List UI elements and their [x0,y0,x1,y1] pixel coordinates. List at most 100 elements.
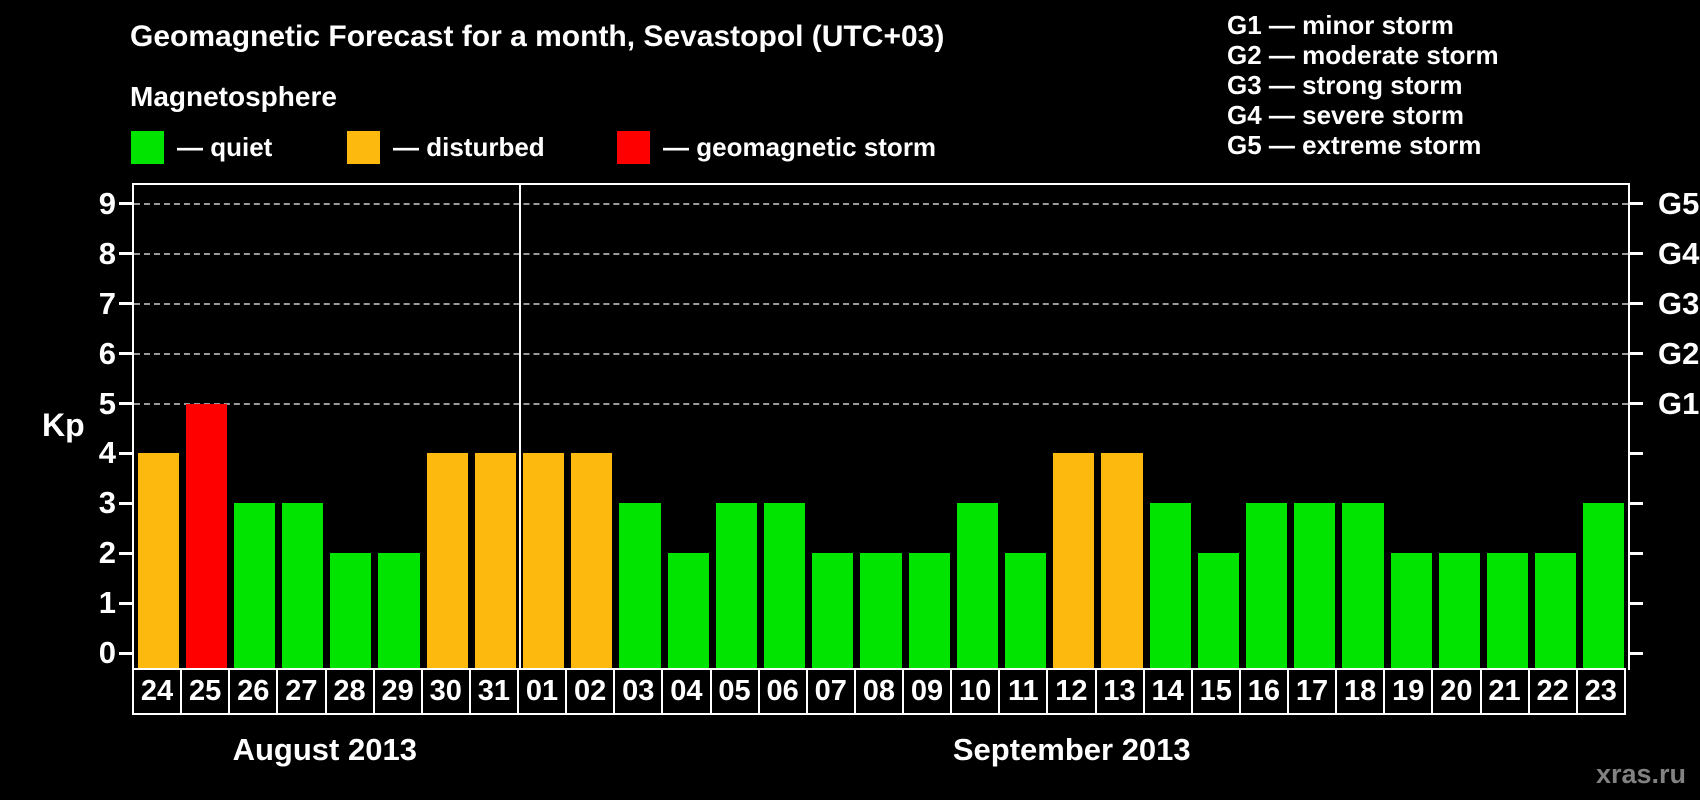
watermark: xras.ru [1595,759,1686,789]
y-axis-tick-label-9: 9 [98,185,116,221]
bar-day-04 [667,553,709,670]
right-axis-tick-9 [1630,202,1643,206]
bar-day-03 [619,503,661,670]
legend-item-storm: — geomagnetic storm [617,131,936,164]
day-label-15: 15 [1190,668,1241,715]
y-axis-tick-label-1: 1 [98,585,116,621]
day-label-09: 09 [902,668,953,715]
right-axis-tick-4 [1630,451,1643,455]
bar-day-27 [282,503,324,670]
gridline-kp-6 [134,352,1628,355]
bar-day-12 [1053,453,1095,670]
right-axis-tick-8 [1630,252,1643,256]
month-label-august: August 2013 [232,732,417,767]
storm-scale-item-g1: G1 — minor storm [1227,10,1454,40]
y-axis-tick-label-6: 6 [98,335,116,371]
day-label-05: 05 [709,668,760,715]
left-axis-tick-4 [119,451,132,455]
chart-title: Geomagnetic Forecast for a month, Sevast… [130,20,945,53]
right-axis-tick-3 [1630,501,1643,505]
left-axis-tick-7 [119,302,132,306]
bar-day-02 [571,453,613,670]
storm-scale-item-g3: G3 — strong storm [1227,70,1463,100]
left-axis-tick-6 [119,352,132,356]
bar-day-13 [1101,453,1143,670]
storm-scale-item-g2: G2 — moderate storm [1227,40,1499,70]
day-label-29: 29 [372,668,423,715]
day-label-11: 11 [998,668,1049,715]
bar-day-18 [1342,503,1384,670]
bar-day-07 [812,553,854,670]
bar-day-22 [1535,553,1577,670]
bar-day-09 [908,553,950,670]
gridline-kp-8 [134,252,1628,255]
day-label-13: 13 [1094,668,1145,715]
bar-day-25 [185,403,227,670]
day-label-08: 08 [853,668,904,715]
day-label-16: 16 [1238,668,1289,715]
left-axis-tick-0 [119,651,132,655]
day-label-06: 06 [757,668,808,715]
bar-day-29 [378,553,420,670]
day-label-19: 19 [1383,668,1434,715]
y-axis-title: Kp [42,407,85,443]
day-label-26: 26 [228,668,279,715]
bar-day-23 [1583,503,1625,670]
y-axis-tick-label-8: 8 [98,235,116,271]
storm-scale-item-g5: G5 — extreme storm [1227,130,1482,160]
day-label-21: 21 [1479,668,1530,715]
legend-item-label: — quiet [177,132,273,162]
y-axis-tick-label-4: 4 [98,435,116,471]
right-axis-tick-0 [1630,651,1643,655]
left-axis-tick-2 [119,551,132,555]
right-axis-tick-1 [1630,601,1643,605]
gridline-kp-7 [134,302,1628,305]
bar-day-15 [1197,553,1239,670]
day-label-14: 14 [1142,668,1193,715]
bar-day-10 [956,503,998,670]
left-axis-tick-1 [119,601,132,605]
bar-day-11 [1004,553,1047,670]
day-label-30: 30 [420,668,471,715]
day-label-07: 07 [805,668,856,715]
y-axis-tick-label-0: 0 [98,635,116,670]
storm-scale-legend: G1 — minor storm G2 — moderate storm G3 — … [1227,10,1499,160]
day-label-12: 12 [1046,668,1097,715]
right-axis-tick-2 [1630,551,1643,555]
legend-item-label: — disturbed [393,132,545,162]
quiet-color-swatch [131,131,164,164]
day-label-20: 20 [1431,668,1482,715]
right-axis-label-g2: G2 [1658,335,1700,371]
bar-day-06 [764,503,806,670]
storm-scale-item-g4: G4 — severe storm [1227,100,1465,130]
bar-day-17 [1294,503,1336,670]
storm-color-swatch [617,131,650,164]
bar-day-31 [474,453,517,670]
month-label-september: September 2013 [952,732,1191,767]
day-label-04: 04 [661,668,712,715]
day-label-10: 10 [950,668,1001,715]
day-label-24: 24 [132,668,183,715]
magnetosphere-label: Magnetosphere [130,81,337,112]
day-label-02: 02 [565,668,616,715]
bar-day-30 [426,453,468,670]
plot-area: Kp 0 1 2 3 4 5 6 7 8 9 G1 G2 G3 G4 G5 [42,183,1699,670]
right-axis-label-g1: G1 [1658,385,1700,421]
day-label-23: 23 [1575,668,1626,715]
left-axis-tick-9 [119,202,132,206]
magnetosphere-legend: — quiet — disturbed — geomagnetic storm [0,131,1000,171]
day-label-25: 25 [180,668,231,715]
day-label-18: 18 [1335,668,1386,715]
bar-day-08 [860,553,902,670]
month-separator-line [518,185,521,670]
gridline-kp-9 [134,202,1628,205]
bar-day-14 [1149,503,1191,670]
bar-day-26 [233,503,276,670]
left-axis-tick-8 [119,252,132,256]
right-axis-label-g3: G3 [1658,285,1700,321]
bar-day-16 [1245,503,1288,670]
right-axis-tick-7 [1630,302,1643,306]
day-label-27: 27 [276,668,327,715]
day-label-31: 31 [468,668,519,715]
